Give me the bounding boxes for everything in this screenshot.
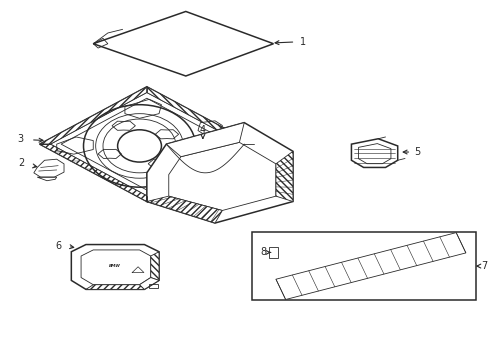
Polygon shape bbox=[351, 139, 397, 167]
Polygon shape bbox=[40, 87, 253, 202]
Text: 5: 5 bbox=[413, 147, 420, 157]
Polygon shape bbox=[40, 87, 146, 144]
Polygon shape bbox=[146, 87, 253, 144]
Polygon shape bbox=[40, 144, 146, 202]
Text: 6: 6 bbox=[55, 241, 61, 251]
Polygon shape bbox=[71, 244, 159, 289]
Polygon shape bbox=[275, 151, 292, 202]
Text: 4: 4 bbox=[200, 125, 205, 135]
Polygon shape bbox=[150, 252, 159, 280]
Text: 1: 1 bbox=[299, 37, 305, 47]
Text: 2: 2 bbox=[18, 158, 24, 168]
Polygon shape bbox=[146, 144, 253, 202]
Polygon shape bbox=[86, 285, 144, 289]
Polygon shape bbox=[146, 123, 292, 223]
Text: 3: 3 bbox=[17, 134, 23, 144]
Text: 7: 7 bbox=[480, 261, 487, 271]
Text: 8: 8 bbox=[260, 247, 266, 257]
Polygon shape bbox=[139, 278, 159, 289]
Polygon shape bbox=[146, 196, 222, 223]
Bar bbox=[251, 232, 475, 300]
Text: BMW: BMW bbox=[109, 264, 121, 268]
Polygon shape bbox=[275, 233, 465, 300]
Polygon shape bbox=[166, 123, 244, 157]
